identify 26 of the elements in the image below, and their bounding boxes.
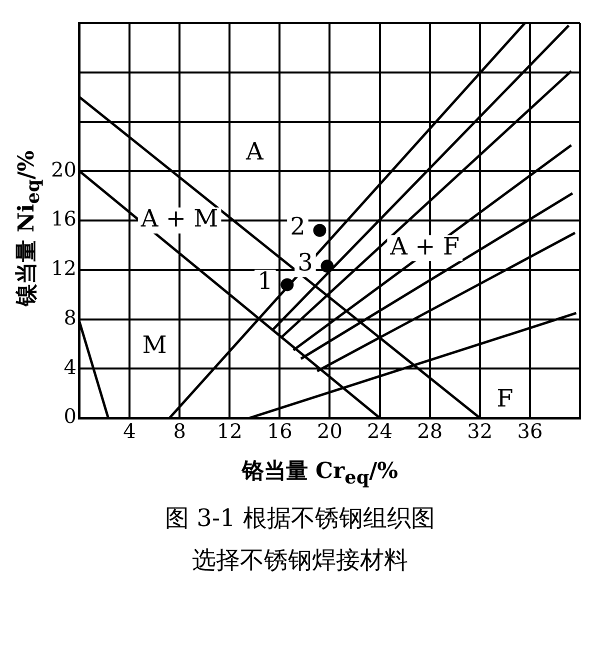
- x-tick-label: 24: [367, 419, 393, 444]
- x-tick-label: 8: [173, 419, 186, 444]
- y-tick-label: 8: [64, 305, 76, 330]
- x-tick-label: 28: [417, 419, 443, 444]
- annotation: A: [244, 138, 264, 166]
- annotation: M: [142, 331, 167, 360]
- y-tick-label: 20: [50, 157, 76, 182]
- series-label: 1: [258, 266, 273, 295]
- y-tick-label: 16: [50, 206, 76, 231]
- series-label: 3: [298, 248, 313, 276]
- y-tick-label: 12: [50, 256, 76, 280]
- annotation: A + M: [140, 204, 218, 233]
- text: 选择不锈钢焊接材料: [191, 545, 409, 576]
- x-tick-label: 12: [216, 419, 242, 444]
- x-tick-label: 36: [517, 419, 543, 444]
- y-tick-label: 4: [64, 354, 76, 379]
- annotation: A + F: [389, 232, 460, 260]
- annotation: F: [496, 384, 514, 412]
- x-tick-label: 16: [266, 419, 292, 444]
- text: 图 3-1 根据不锈钢组织图: [164, 503, 436, 534]
- x-tick-label: 32: [467, 419, 493, 444]
- x-axis-title: 铬当量 Cr$_{eq}$/%: [240, 457, 400, 488]
- x-tick-label: 20: [317, 419, 342, 444]
- y-tick-label: 0: [64, 404, 76, 428]
- series-label: 2: [290, 212, 306, 241]
- x-tick-label: 4: [123, 419, 136, 444]
